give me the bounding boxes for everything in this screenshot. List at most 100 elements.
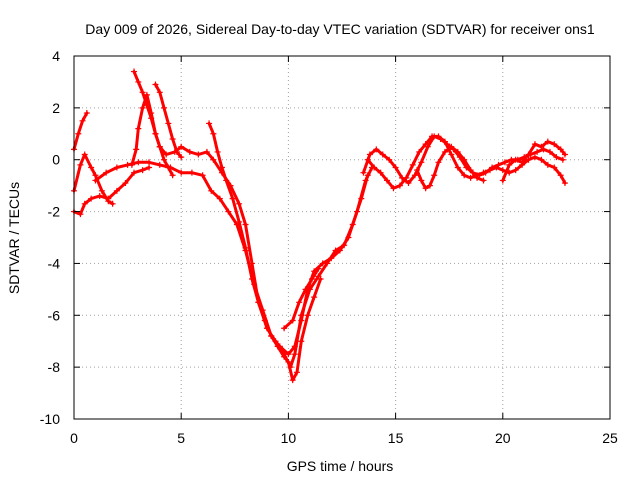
series-trace <box>501 140 567 182</box>
data-point-marker <box>308 275 315 282</box>
series-arc-i <box>281 265 322 332</box>
data-point-marker <box>512 167 519 174</box>
data-point-marker <box>135 159 142 166</box>
data-point-marker <box>544 138 551 145</box>
data-point-marker <box>225 208 232 215</box>
data-point-marker <box>81 200 88 207</box>
data-point-marker <box>486 167 493 174</box>
data-point-marker <box>416 148 423 155</box>
x-tick-label: 20 <box>495 430 511 446</box>
y-tick-label: -10 <box>40 411 60 427</box>
data-point-marker <box>208 187 215 194</box>
y-axis-label: SDTVAR / TECUs <box>6 182 22 294</box>
data-point-marker <box>105 198 112 205</box>
data-point-marker <box>88 195 95 202</box>
data-point-marker <box>441 138 448 145</box>
data-point-marker <box>92 177 99 184</box>
data-point-marker <box>210 156 217 163</box>
data-point-marker <box>519 159 526 166</box>
data-point-marker <box>323 260 330 267</box>
y-tick-label: 4 <box>52 48 60 64</box>
data-point-marker <box>311 294 318 301</box>
data-point-marker <box>83 110 90 117</box>
data-point-marker <box>396 182 403 189</box>
data-point-marker <box>403 174 410 181</box>
data-point-marker <box>557 146 564 153</box>
data-point-marker <box>165 164 172 171</box>
data-point-marker <box>188 169 195 176</box>
x-tick-label: 5 <box>177 430 185 446</box>
data-point-marker <box>298 338 305 345</box>
data-point-marker <box>146 159 153 166</box>
data-point-marker <box>390 185 397 192</box>
series-arc-b <box>71 164 153 218</box>
data-point-marker <box>135 125 142 132</box>
data-point-marker <box>332 247 339 254</box>
data-point-marker <box>135 78 142 85</box>
data-point-marker <box>156 143 163 150</box>
data-point-marker <box>210 130 217 137</box>
data-point-marker <box>139 104 146 111</box>
data-point-marker <box>281 325 288 332</box>
series-trace <box>72 111 89 151</box>
data-point-marker <box>454 164 461 171</box>
data-point-marker <box>531 141 538 148</box>
data-point-marker <box>161 156 168 163</box>
y-tick-label: 0 <box>52 152 60 168</box>
data-point-marker <box>349 221 356 228</box>
data-point-marker <box>426 182 433 189</box>
x-axis-label: GPS time / hours <box>287 458 394 474</box>
series-arc-c <box>71 151 116 207</box>
y-tick-label: -2 <box>48 204 61 220</box>
data-point-marker <box>364 156 371 163</box>
series-arc-g <box>152 81 185 161</box>
data-point-marker <box>293 369 300 376</box>
data-point-marker <box>96 193 103 200</box>
chart-title: Day 009 of 2026, Sidereal Day-to-day VTE… <box>85 21 595 37</box>
data-point-marker <box>525 151 532 158</box>
data-point-marker <box>113 187 120 194</box>
data-point-marker <box>77 211 84 218</box>
data-point-marker <box>409 161 416 168</box>
data-point-marker <box>373 146 380 153</box>
data-point-marker <box>178 143 185 150</box>
y-tick-label: -6 <box>48 307 61 323</box>
data-point-marker <box>98 187 105 194</box>
data-point-marker <box>493 164 500 171</box>
data-point-marker <box>75 130 82 137</box>
data-point-marker <box>131 169 138 176</box>
data-point-marker <box>131 68 138 75</box>
data-point-marker <box>377 169 384 176</box>
data-point-marker <box>454 148 461 155</box>
data-point-marker <box>384 177 391 184</box>
data-point-marker <box>422 141 429 148</box>
data-point-marker <box>499 167 506 174</box>
data-point-marker <box>236 200 243 207</box>
data-point-marker <box>448 151 455 158</box>
data-point-marker <box>165 120 172 127</box>
data-point-marker <box>236 218 243 225</box>
plot-frame <box>73 55 611 420</box>
data-series <box>71 68 568 384</box>
data-point-marker <box>414 167 421 174</box>
data-point-marker <box>216 195 223 202</box>
data-point-marker <box>289 377 296 384</box>
data-point-marker <box>441 148 448 155</box>
data-point-marker <box>371 164 378 171</box>
data-point-marker <box>531 154 538 161</box>
data-point-marker <box>128 161 135 168</box>
data-point-marker <box>448 143 455 150</box>
data-point-marker <box>302 286 309 293</box>
series-arc-l <box>414 143 487 192</box>
data-point-marker <box>435 133 442 140</box>
data-point-marker <box>88 164 95 171</box>
data-point-marker <box>242 244 249 251</box>
x-tick-label: 0 <box>70 430 78 446</box>
data-point-marker <box>81 151 88 158</box>
data-point-marker <box>178 169 185 176</box>
data-point-marker <box>506 161 513 168</box>
data-point-marker <box>255 299 262 306</box>
data-point-marker <box>206 120 213 127</box>
data-point-marker <box>109 200 116 207</box>
